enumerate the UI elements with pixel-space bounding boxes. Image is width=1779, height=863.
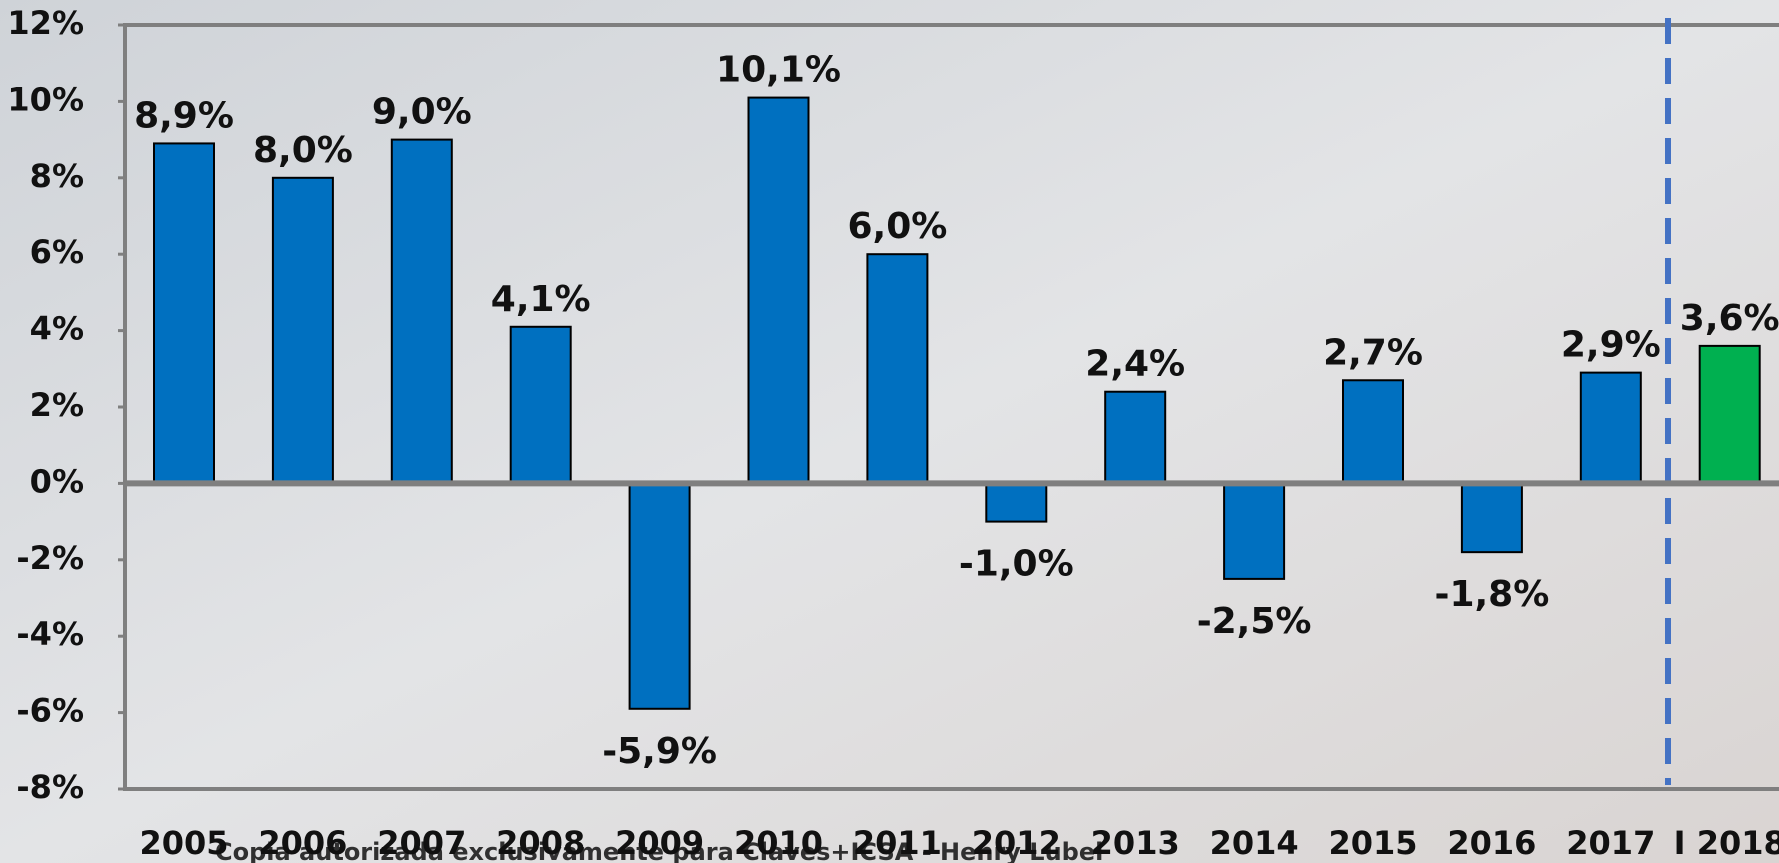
value-label: 2,7% <box>1323 332 1423 373</box>
value-label: 8,0% <box>253 130 353 171</box>
x-tick-label: 2016 <box>1447 824 1536 862</box>
value-label: 3,6% <box>1680 298 1779 339</box>
value-label: -1,0% <box>959 544 1074 585</box>
bar <box>273 178 333 484</box>
value-label: -5,9% <box>602 731 717 772</box>
x-tick-label: I 2018 <box>1674 824 1779 862</box>
y-tick-label: -8% <box>16 768 84 806</box>
value-label: -2,5% <box>1197 601 1312 642</box>
watermark: Copia autorizada exclusivamente para Cla… <box>215 838 1103 863</box>
x-tick-label: 2014 <box>1210 824 1299 862</box>
bar <box>749 98 809 484</box>
bar <box>1581 373 1641 484</box>
bar <box>1224 483 1284 579</box>
x-tick-label: 2017 <box>1566 824 1655 862</box>
value-label: -1,8% <box>1435 574 1550 615</box>
value-label: 8,9% <box>134 95 234 136</box>
x-tick-label: 2015 <box>1328 824 1417 862</box>
page: {"chart_data": {"type": "bar", "categori… <box>0 0 1779 863</box>
bar <box>630 483 690 708</box>
bar <box>1105 392 1165 484</box>
bar <box>511 327 571 484</box>
value-label: 6,0% <box>847 206 947 247</box>
y-tick-label: 10% <box>7 80 84 118</box>
bar <box>1700 346 1760 484</box>
x-tick-label: 2013 <box>1091 824 1180 862</box>
value-label: 2,9% <box>1561 325 1661 366</box>
bar <box>867 254 927 483</box>
bar <box>1462 483 1522 552</box>
bar <box>392 140 452 484</box>
y-tick-label: -4% <box>16 615 84 653</box>
bar <box>986 483 1046 521</box>
chart: -8%-6%-4%-2%0%2%4%6%8%10%12%20058,9%2006… <box>0 0 1779 863</box>
y-tick-label: 6% <box>30 233 84 271</box>
value-label: 2,4% <box>1085 344 1185 385</box>
y-tick-label: 2% <box>30 386 84 424</box>
y-tick-label: 0% <box>30 462 84 500</box>
y-tick-label: 4% <box>30 310 84 348</box>
bar <box>154 143 214 483</box>
value-label: 10,1% <box>716 50 841 91</box>
y-tick-label: -2% <box>16 539 84 577</box>
y-tick-label: -6% <box>16 692 84 730</box>
value-label: 9,0% <box>372 92 472 133</box>
bar <box>1343 380 1403 483</box>
y-tick-label: 12% <box>7 4 84 42</box>
y-tick-label: 8% <box>30 157 84 195</box>
value-label: 4,1% <box>491 279 591 320</box>
